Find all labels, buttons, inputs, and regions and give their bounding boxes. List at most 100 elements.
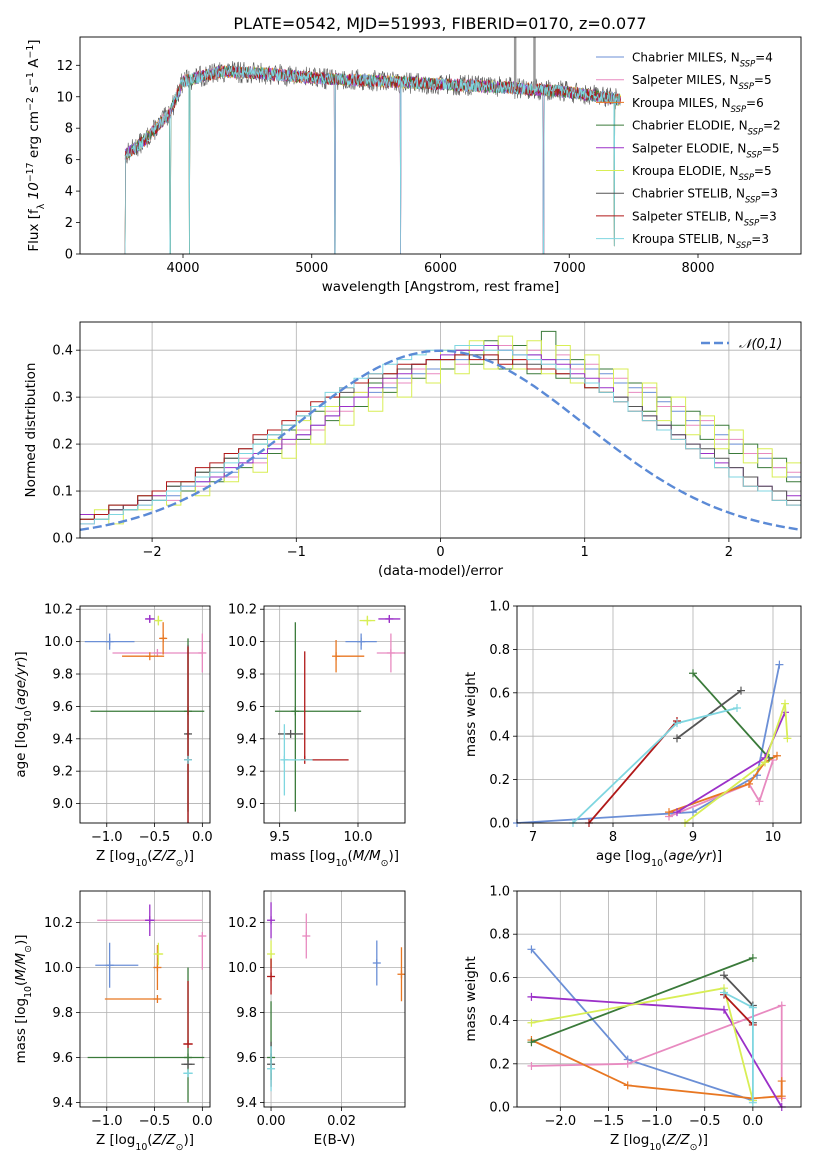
mass_weight_vs_z-ytick-label: 1.0	[489, 885, 510, 900]
series-chabrier-elodie-line	[692, 672, 770, 759]
mass_vs_z-xtick-label: −1.0	[91, 1114, 123, 1129]
mass_vs_z-frame	[79, 890, 211, 1108]
mass_weight_vs_age-ytick-label: 0.8	[489, 643, 510, 658]
age_vs_mass-ytick-label: 9.4	[236, 732, 257, 747]
residual_histogram-xtick-label: 1	[581, 545, 589, 560]
mass_weight_vs_z-ytick-label: 0.6	[489, 971, 510, 986]
spectrum-ylabel: Flux [fλ 10−17 erg cm−2 s−1 A−1]	[25, 39, 47, 251]
residual_histogram-xtick-label: 0	[436, 545, 444, 560]
mass_weight_vs_age-ytick-label: 0.2	[489, 773, 510, 788]
mass_weight_vs_z-ytick-label: 0.4	[489, 1014, 510, 1029]
mass_weight_vs_age-ytick-label: 0.0	[489, 817, 510, 832]
panel-age-vs-mass: 9.5 10.0 9.0 9.2 9.4 9.6 9.8 10.0 10.2 mass [log1…	[228, 603, 406, 869]
mass_vs_z-ytick-label: 9.4	[52, 1096, 73, 1111]
age_vs_z-xtick-label: 0.0	[192, 830, 213, 845]
spectrum-ytick-label: 4	[65, 185, 73, 200]
spectrum-ytick-label: 2	[65, 216, 73, 231]
age_vs_mass-ytick-label: 10.2	[228, 603, 257, 618]
mass_vs_z-ytick-label: 10.2	[44, 916, 73, 931]
series-kroupa-elodie-marker	[781, 699, 789, 708]
spectrum-xtick-label: 4000	[166, 261, 199, 276]
mass_weight_vs_z-ylabel: mass weight	[463, 956, 479, 1041]
series-kroupa-stelib-marker	[748, 1003, 757, 1012]
series-chabrier-miles-marker	[775, 660, 784, 669]
mass_vs_ebv-ytick-label: 10.0	[228, 961, 257, 976]
mass_vs_ebv-xtick-label: 0.00	[257, 1114, 286, 1129]
spectrum-legend-label: Salpeter MILES, NSSP=5	[632, 73, 772, 91]
series-chabrier-miles-marker	[527, 945, 536, 954]
residual_histogram-ytick-label: 0.2	[52, 438, 73, 453]
age_vs_z-ytick-label: 9.4	[52, 732, 73, 747]
age_vs_z-ytick-label: 10.2	[44, 603, 73, 618]
age_vs_mass-xtick-label: 10.0	[344, 830, 373, 845]
spectrum-ytick-label: 12	[56, 59, 73, 74]
mass_vs_ebv-ytick-label: 9.8	[236, 1006, 257, 1021]
age_vs_z-ytick-label: 10.0	[44, 635, 73, 650]
age_vs_mass-ytick-label: 9.6	[236, 700, 257, 715]
age_vs_mass-ytick-label: 10.0	[228, 635, 257, 650]
spectrum-xtick-label: 5000	[295, 261, 328, 276]
spectrum-xtick-label: 8000	[681, 261, 714, 276]
normal-curve	[80, 349, 801, 531]
age_vs_mass-ytick-label: 9.2	[236, 765, 257, 780]
spectrum-legend-label: Chabrier MILES, NSSP=4	[632, 51, 773, 69]
spectrum-line-chabrier-elodie	[124, 65, 621, 254]
residual_histogram-xtick-label: 2	[725, 545, 733, 560]
age_vs_mass-frame	[263, 605, 406, 824]
series-chabrier-miles-line	[517, 664, 781, 823]
panel-mass-vs-z: −1.0 −0.5 0.0 9.4 9.6 9.8 10.0 10.2 Z [log10(Z/Z…	[13, 890, 213, 1153]
age_vs_z-xtick-label: −1.0	[91, 830, 123, 845]
residual_histogram-xtick-label: −1	[287, 545, 306, 560]
age_vs_mass-xtick-label: 9.5	[269, 830, 290, 845]
spectrum-frame	[79, 36, 802, 255]
panel-residual-histogram: −2 −1 0 1 2 0.0 0.1 0.2 0.3 0.4 (data-model)/error…	[23, 321, 802, 579]
mass_vs_z-xlabel: Z [log10(Z/Z⊙)]	[96, 1132, 194, 1153]
mass_vs_z-ytick-label: 9.6	[52, 1051, 73, 1066]
residual_histogram-ytick-label: 0.0	[52, 532, 73, 547]
age_vs_mass-ytick-label: 9.0	[236, 797, 257, 812]
series-kroupa-stelib-marker	[719, 988, 728, 997]
series-chabrier-stelib-marker	[737, 686, 745, 695]
histogram-series-kroupa-elodie	[80, 335, 801, 538]
residual_histogram-ytick-label: 0.1	[52, 485, 73, 500]
spectrum-legend-label: Kroupa MILES, NSSP=6	[632, 96, 764, 114]
mass_vs_ebv-frame	[263, 890, 406, 1108]
series-kroupa-stelib-line	[572, 707, 738, 823]
series-kroupa-stelib-marker	[733, 703, 741, 712]
mass_weight_vs_z-xtick-label: −0.5	[689, 1114, 721, 1129]
series-salpeter-miles-marker	[623, 1059, 632, 1068]
mass_vs_ebv-ytick-label: 9.6	[236, 1051, 257, 1066]
age_vs_z-xlabel: Z [log10(Z/Z⊙)]	[96, 848, 194, 869]
panel-mass-weight-vs-z: −2.0 −1.5 −1.0 −0.5 0.0 0.0 0.2 0.4 0.6 0.8 1.0 Z […	[463, 885, 802, 1153]
spectrum-legend-label: Chabrier ELODIE, NSSP=2	[632, 119, 781, 137]
residual_histogram-ytick-label: 0.4	[52, 344, 73, 359]
mass_weight_vs_z-xtick-label: −1.0	[641, 1114, 673, 1129]
residual_histogram-xlabel: (data-model)/error	[378, 563, 504, 579]
series-kroupa-miles-marker	[623, 1081, 632, 1090]
series-kroupa-miles-marker	[665, 808, 673, 817]
spectrum-line-kroupa-stelib	[124, 65, 621, 254]
mass_weight_vs_age-xtick-label: 7	[529, 830, 537, 845]
series-kroupa-elodie-marker	[527, 1018, 536, 1027]
age_vs_z-frame	[79, 605, 211, 824]
series-kroupa-miles-marker	[745, 779, 753, 788]
series-salpeter-miles-marker	[755, 797, 764, 806]
mass_vs_z-ytick-label: 10.0	[44, 961, 73, 976]
spectrum-xtick-label: 7000	[553, 261, 586, 276]
age_vs_z-ylabel: age [log10(age/yr)]	[13, 651, 34, 777]
panel-mass-weight-vs-age: 7 8 9 10 0.0 0.2 0.4 0.6 0.8 1.0 age [log10(age/yr…	[463, 600, 802, 869]
series-chabrier-stelib-marker	[673, 734, 681, 743]
series-kroupa-stelib-marker	[748, 1098, 757, 1107]
series-kroupa-elodie-marker	[761, 758, 769, 767]
series-kroupa-miles-marker	[773, 751, 781, 760]
series-chabrier-miles-marker	[689, 808, 697, 817]
series-chabrier-miles-line	[530, 948, 754, 1102]
histogram-frame	[79, 321, 802, 539]
series-salpeter-stelib-line	[723, 994, 754, 1026]
spectrum-xtick-label: 6000	[424, 261, 457, 276]
mass_weight_vs_age-frame	[516, 605, 802, 824]
residual_histogram-ytick-label: 0.3	[52, 391, 73, 406]
mass_weight_vs_z-ytick-label: 0.8	[489, 928, 510, 943]
mass_vs_ebv-ytick-label: 9.4	[236, 1096, 257, 1111]
